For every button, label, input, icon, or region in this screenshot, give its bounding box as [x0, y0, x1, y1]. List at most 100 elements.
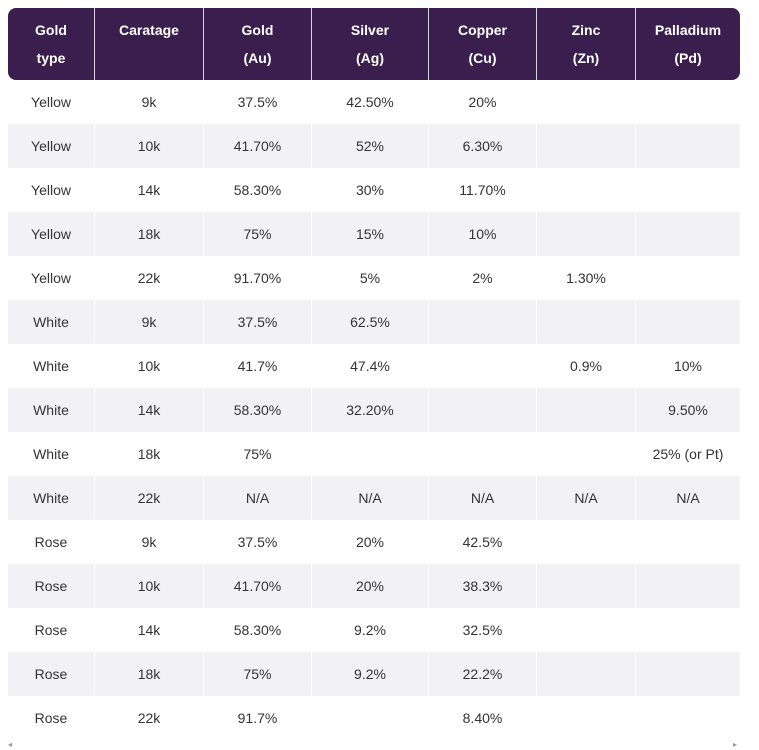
cell-gold-type: White [8, 388, 95, 432]
cell-caratage: 10k [95, 124, 204, 168]
table-row: Rose 10k 41.70% 20% 38.3% [8, 564, 740, 608]
cell-copper-cu: 22.2% [429, 652, 537, 696]
cell-zinc-zn: N/A [537, 476, 636, 520]
scroll-right-arrow-icon[interactable]: ▸ [732, 740, 737, 749]
cell-caratage: 10k [95, 564, 204, 608]
cell-caratage: 14k [95, 168, 204, 212]
cell-caratage: 22k [95, 696, 204, 740]
cell-caratage: 18k [95, 652, 204, 696]
cell-gold-au: 75% [204, 652, 312, 696]
cell-zinc-zn: 0.9% [537, 344, 636, 388]
cell-zinc-zn [537, 168, 636, 212]
cell-silver-ag: 32.20% [312, 388, 429, 432]
scroll-left-arrow-icon[interactable]: ◂ [8, 740, 13, 749]
cell-palladium-pd [636, 256, 740, 300]
cell-gold-type: Yellow [8, 124, 95, 168]
cell-caratage: 14k [95, 388, 204, 432]
cell-zinc-zn [537, 124, 636, 168]
table-row: Rose 14k 58.30% 9.2% 32.5% [8, 608, 740, 652]
cell-gold-au: 58.30% [204, 608, 312, 652]
header-line: Gold [241, 22, 274, 38]
table-row: Yellow 18k 75% 15% 10% [8, 212, 740, 256]
cell-copper-cu [429, 432, 537, 476]
cell-palladium-pd [636, 696, 740, 740]
cell-caratage: 18k [95, 212, 204, 256]
cell-gold-au: 37.5% [204, 80, 312, 124]
cell-silver-ag: 47.4% [312, 344, 429, 388]
cell-gold-au: 41.70% [204, 124, 312, 168]
cell-caratage: 22k [95, 476, 204, 520]
cell-copper-cu: 32.5% [429, 608, 537, 652]
header-zinc-zn: Zinc (Zn) [537, 8, 636, 80]
cell-gold-type: Yellow [8, 80, 95, 124]
table-row: Rose 22k 91.7% 8.40% [8, 696, 740, 740]
cell-palladium-pd [636, 564, 740, 608]
table-body: Yellow 9k 37.5% 42.50% 20% Yellow 10k 41.70% 52%… [8, 80, 740, 740]
gold-alloy-table-container: Gold type Caratage Gold (Au) Silver (Ag) Co… [8, 8, 740, 740]
cell-copper-cu: N/A [429, 476, 537, 520]
cell-zinc-zn [537, 212, 636, 256]
cell-gold-au: 91.7% [204, 696, 312, 740]
cell-silver-ag: 62.5% [312, 300, 429, 344]
cell-palladium-pd [636, 608, 740, 652]
cell-palladium-pd [636, 300, 740, 344]
header-line: Silver [350, 22, 390, 38]
cell-palladium-pd: N/A [636, 476, 740, 520]
table-row: Yellow 14k 58.30% 30% 11.70% [8, 168, 740, 212]
header-gold-au: Gold (Au) [204, 8, 312, 80]
cell-gold-type: White [8, 476, 95, 520]
cell-caratage: 14k [95, 608, 204, 652]
cell-gold-type: Rose [8, 696, 95, 740]
header-line: Palladium [654, 22, 722, 38]
cell-zinc-zn [537, 80, 636, 124]
cell-palladium-pd [636, 212, 740, 256]
cell-gold-au: 37.5% [204, 520, 312, 564]
cell-gold-type: White [8, 432, 95, 476]
cell-gold-type: Yellow [8, 256, 95, 300]
cell-zinc-zn [537, 300, 636, 344]
cell-silver-ag [312, 696, 429, 740]
cell-caratage: 18k [95, 432, 204, 476]
cell-caratage: 9k [95, 520, 204, 564]
cell-zinc-zn [537, 432, 636, 476]
header-line: Zinc [571, 22, 601, 38]
cell-zinc-zn: 1.30% [537, 256, 636, 300]
cell-palladium-pd [636, 652, 740, 696]
cell-zinc-zn [537, 564, 636, 608]
cell-palladium-pd [636, 520, 740, 564]
cell-caratage: 9k [95, 80, 204, 124]
cell-gold-type: Rose [8, 564, 95, 608]
header-line: Gold [35, 22, 67, 38]
header-gold-type: Gold type [8, 8, 95, 80]
cell-caratage: 9k [95, 300, 204, 344]
cell-palladium-pd [636, 124, 740, 168]
cell-palladium-pd: 25% (or Pt) [636, 432, 740, 476]
cell-silver-ag: 9.2% [312, 652, 429, 696]
cell-silver-ag: 20% [312, 564, 429, 608]
cell-silver-ag [312, 432, 429, 476]
cell-gold-type: Yellow [8, 212, 95, 256]
cell-palladium-pd: 9.50% [636, 388, 740, 432]
cell-zinc-zn [537, 652, 636, 696]
cell-gold-au: 75% [204, 432, 312, 476]
table-row: Rose 18k 75% 9.2% 22.2% [8, 652, 740, 696]
cell-zinc-zn [537, 388, 636, 432]
header-line: type [36, 50, 66, 66]
cell-copper-cu: 20% [429, 80, 537, 124]
cell-palladium-pd [636, 80, 740, 124]
table-row: Yellow 22k 91.70% 5% 2% 1.30% [8, 256, 740, 300]
cell-copper-cu: 42.5% [429, 520, 537, 564]
gold-alloy-table: Gold type Caratage Gold (Au) Silver (Ag) Co… [8, 8, 740, 740]
header-silver-ag: Silver (Ag) [312, 8, 429, 80]
cell-copper-cu [429, 388, 537, 432]
header-line: Caratage [119, 22, 179, 38]
cell-copper-cu: 2% [429, 256, 537, 300]
cell-gold-type: Rose [8, 652, 95, 696]
cell-gold-au: 75% [204, 212, 312, 256]
cell-gold-au: 37.5% [204, 300, 312, 344]
cell-gold-au: N/A [204, 476, 312, 520]
cell-copper-cu: 8.40% [429, 696, 537, 740]
table-row: White 18k 75% 25% (or Pt) [8, 432, 740, 476]
cell-copper-cu [429, 300, 537, 344]
cell-silver-ag: 9.2% [312, 608, 429, 652]
